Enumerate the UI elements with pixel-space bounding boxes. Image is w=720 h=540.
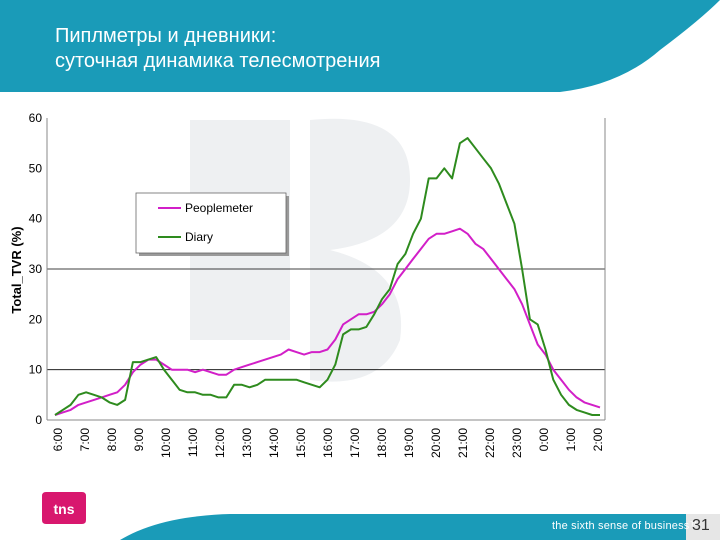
x-tick-label: 7:00: [78, 428, 92, 452]
footer-band: [120, 514, 720, 540]
x-tick-label: 10:00: [159, 428, 173, 458]
y-tick-label: 60: [29, 111, 43, 125]
y-tick-labels: 0 10 20 30 40 50 60: [29, 111, 43, 427]
x-tick-label: 22:00: [483, 428, 497, 458]
y-tick-label: 50: [29, 161, 43, 175]
slide-title: Пиплметры и дневники: суточная динамика …: [55, 25, 381, 72]
y-tick-label: 10: [29, 363, 43, 377]
chart: 0 10 20 30 40 50 60 6:00 7:00 8:00 9:00 10:00 11:00…: [9, 111, 606, 458]
x-tick-label: 2:00: [591, 428, 605, 452]
x-tick-label: 9:00: [132, 428, 146, 452]
legend-label-peoplemeter: Peoplemeter: [185, 201, 253, 215]
gridlines: [47, 268, 605, 371]
legend-label-diary: Diary: [185, 230, 213, 244]
x-tick-label: 19:00: [402, 428, 416, 458]
y-axis-label: Total_TVR (%): [9, 226, 24, 313]
x-tick-label: 13:00: [240, 428, 254, 458]
x-tick-label: 20:00: [429, 428, 443, 458]
y-tick-label: 40: [29, 212, 43, 226]
x-tick-label: 14:00: [267, 428, 281, 458]
x-tick-label: 16:00: [321, 428, 335, 458]
x-tick-label: 0:00: [537, 428, 551, 452]
footer-tagline: the sixth sense of business™: [552, 520, 701, 532]
logo-text: tns: [54, 501, 75, 517]
tns-logo: tns: [42, 492, 86, 524]
page-number: 31: [692, 517, 710, 534]
x-tick-label: 1:00: [564, 428, 578, 452]
y-tick-label: 30: [29, 262, 43, 276]
y-tick-label: 20: [29, 312, 43, 326]
x-tick-label: 21:00: [456, 428, 470, 458]
x-tick-label: 6:00: [51, 428, 65, 452]
x-tick-labels: 6:00 7:00 8:00 9:00 10:00 11:00 12:00 13:00 14:0…: [51, 428, 605, 458]
series-line-diary: [54, 137, 600, 416]
y-tick-label: 0: [35, 413, 42, 427]
x-tick-label: 23:00: [510, 428, 524, 458]
series-lines: [54, 137, 601, 416]
series-line-peoplemeter: [54, 227, 601, 416]
x-tick-label: 8:00: [105, 428, 119, 452]
x-tick-label: 12:00: [213, 428, 227, 458]
header-band: [0, 0, 720, 92]
x-tick-label: 11:00: [186, 428, 200, 457]
x-tick-label: 17:00: [348, 428, 362, 458]
x-tick-label: 15:00: [294, 428, 308, 458]
legend: Peoplemeter Diary: [135, 192, 289, 256]
x-tick-label: 18:00: [375, 428, 389, 458]
